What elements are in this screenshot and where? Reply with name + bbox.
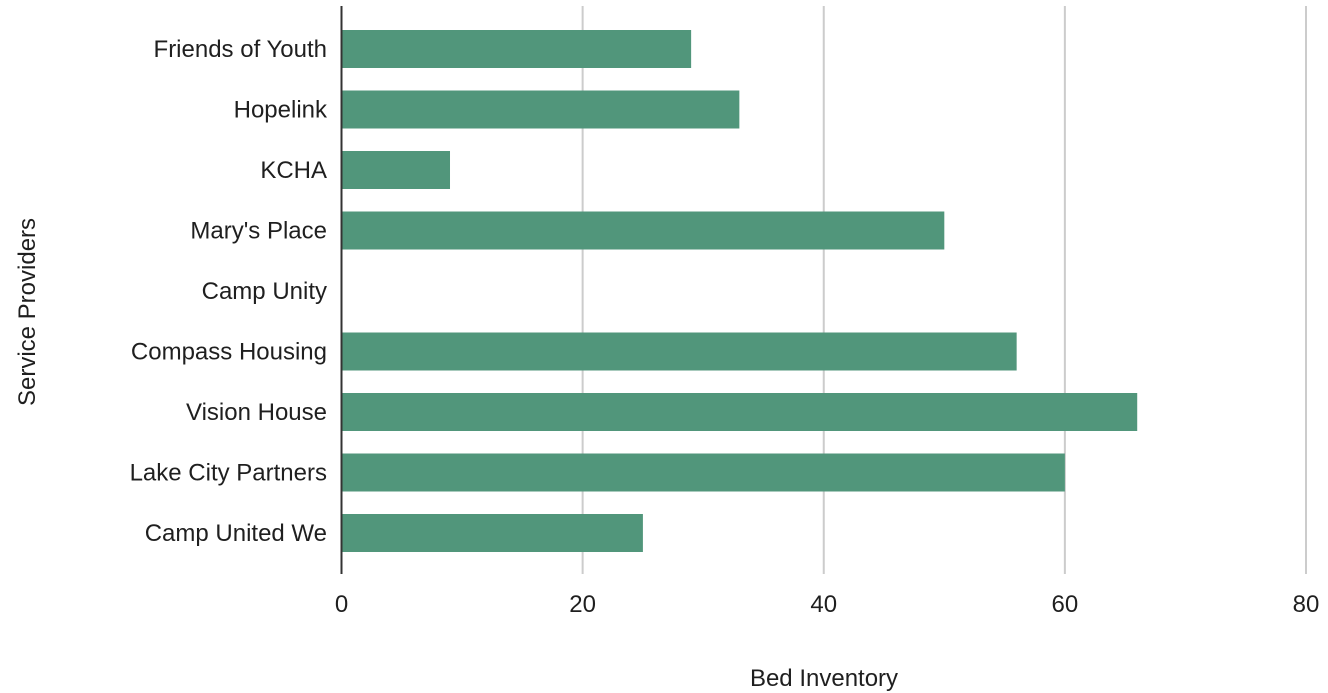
bar bbox=[341, 514, 643, 552]
bar bbox=[341, 393, 1138, 431]
category-label: Compass Housing bbox=[131, 339, 327, 366]
x-tick-label: 80 bbox=[1293, 591, 1320, 618]
x-tick-labels: 0 20 40 60 80 bbox=[335, 591, 1320, 618]
x-tick-label: 0 bbox=[335, 591, 348, 618]
category-label: Camp United We bbox=[145, 520, 327, 547]
bar bbox=[341, 453, 1065, 492]
category-label: Mary's Place bbox=[190, 218, 327, 245]
category-label: Lake City Partners bbox=[130, 460, 327, 487]
x-tick-label: 40 bbox=[810, 591, 837, 618]
category-label: KCHA bbox=[260, 157, 327, 184]
category-label: Friends of Youth bbox=[154, 36, 327, 63]
category-label: Camp Unity bbox=[202, 278, 327, 305]
bar bbox=[341, 30, 692, 68]
bar bbox=[341, 332, 1017, 371]
bars bbox=[341, 30, 1138, 552]
bar bbox=[341, 211, 945, 250]
category-label: Vision House bbox=[186, 399, 327, 426]
category-label: Hopelink bbox=[234, 97, 328, 124]
bar bbox=[341, 151, 451, 189]
x-tick-label: 60 bbox=[1052, 591, 1079, 618]
category-labels: Friends of Youth Hopelink KCHA Mary's Place… bbox=[130, 36, 328, 547]
x-tick-label: 20 bbox=[569, 591, 596, 618]
bar bbox=[341, 90, 740, 129]
x-axis-title: Bed Inventory bbox=[750, 665, 898, 692]
y-axis-title: Service Providers bbox=[14, 218, 41, 406]
